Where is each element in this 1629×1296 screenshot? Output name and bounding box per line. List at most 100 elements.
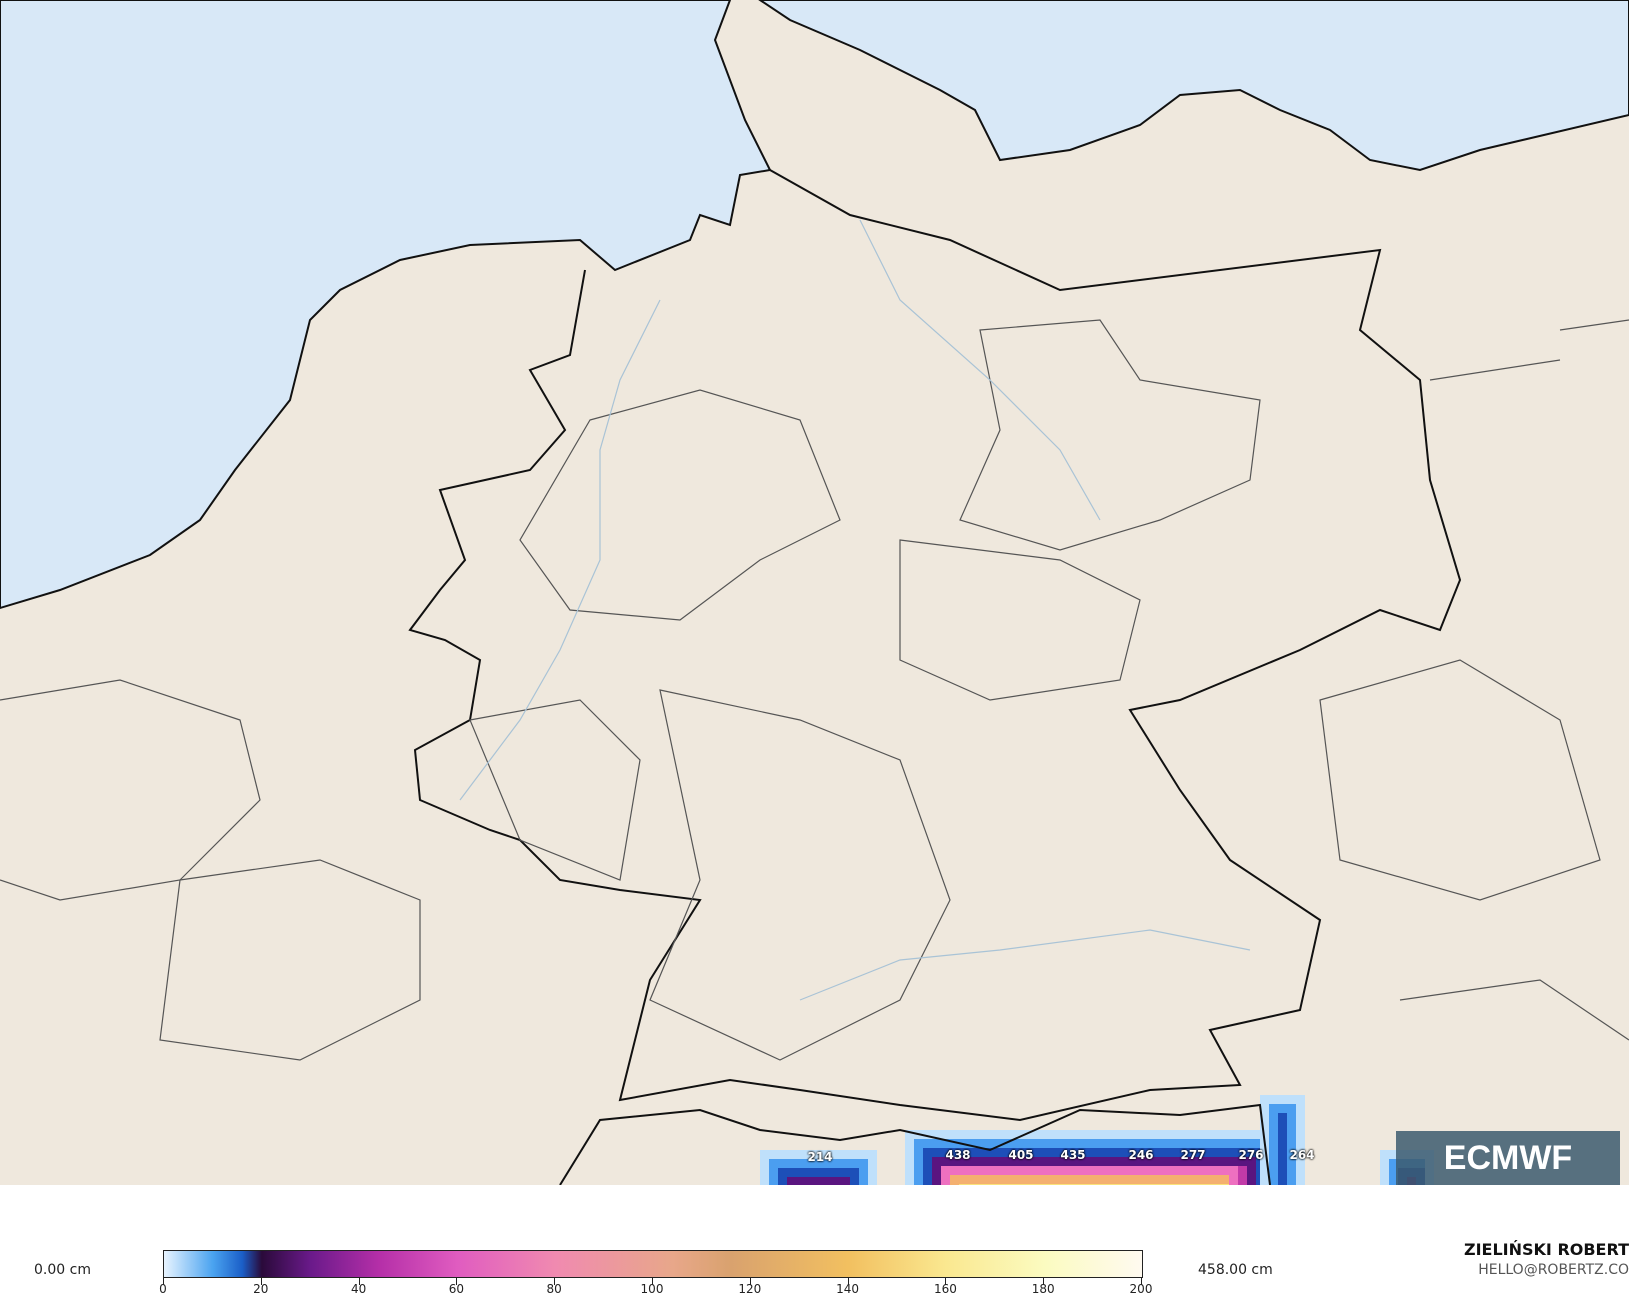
snow-cell (995, 1139, 1004, 1148)
colorbar-tick (260, 1277, 262, 1285)
snow-cell (1211, 1130, 1220, 1139)
snow-cell (1202, 1166, 1211, 1175)
snow-cell (923, 1184, 932, 1185)
map[interactable] (0, 0, 1629, 1185)
snow-cell (995, 1148, 1004, 1157)
colorbar-tick (1141, 1277, 1142, 1285)
snow-cell (1260, 1104, 1269, 1113)
snow-cell (950, 1130, 959, 1139)
snow-cell (1058, 1175, 1067, 1184)
snow-cell (868, 1177, 877, 1185)
snow-cell (778, 1159, 787, 1168)
snow-cell (1148, 1175, 1157, 1184)
snow-cell (769, 1150, 778, 1159)
snow-cell (1269, 1176, 1278, 1185)
snow-cell (1247, 1130, 1256, 1139)
snow-cell (1175, 1184, 1184, 1185)
snow-cell (950, 1184, 959, 1185)
snow-cell (1094, 1175, 1103, 1184)
snow-cell (1076, 1139, 1085, 1148)
snow-cell (932, 1130, 941, 1139)
snow-cell (1139, 1157, 1148, 1166)
snow-cell (769, 1168, 778, 1177)
snow-cell (1148, 1139, 1157, 1148)
snow-cell (1157, 1184, 1166, 1185)
snow-cell (1094, 1130, 1103, 1139)
snow-cell (760, 1159, 769, 1168)
snow-cell (995, 1130, 1004, 1139)
snow-cell (1287, 1095, 1296, 1104)
snow-cell (995, 1175, 1004, 1184)
snow-cell (1193, 1157, 1202, 1166)
snow-cell (1103, 1184, 1112, 1185)
snow-cell (1031, 1157, 1040, 1166)
snow-cell (1238, 1175, 1247, 1184)
snow-cell (1031, 1139, 1040, 1148)
snow-cell (1040, 1157, 1049, 1166)
snow-cell (1269, 1158, 1278, 1167)
snow-cell (787, 1177, 796, 1185)
author-name: ZIELIŃSKI ROBERT (1463, 1240, 1629, 1259)
snow-cell (1157, 1139, 1166, 1148)
snow-cell (1049, 1139, 1058, 1148)
snow-cell (1112, 1139, 1121, 1148)
colorbar-tick-label: 180 (1031, 1282, 1055, 1296)
snow-cell (1220, 1130, 1229, 1139)
snow-cell (1058, 1139, 1067, 1148)
snow-cell (1085, 1148, 1094, 1157)
snow-cell (1112, 1130, 1121, 1139)
snow-cell (1022, 1166, 1031, 1175)
snow-cell (1166, 1139, 1175, 1148)
snow-cell (1211, 1166, 1220, 1175)
snow-cell (1278, 1095, 1287, 1104)
snow-cell (1260, 1122, 1269, 1131)
snow-cell (1067, 1139, 1076, 1148)
snow-cell (1220, 1157, 1229, 1166)
snow-cell (1175, 1139, 1184, 1148)
snow-cell (1278, 1140, 1287, 1149)
snow-cell (1229, 1148, 1238, 1157)
snow-cell (1040, 1166, 1049, 1175)
snow-cell (1166, 1148, 1175, 1157)
snow-cell (968, 1157, 977, 1166)
snow-cell (1220, 1166, 1229, 1175)
colorbar-tick-label: 120 (738, 1282, 762, 1296)
colorbar-tick (554, 1277, 556, 1285)
snow-cell (1278, 1113, 1287, 1122)
snow-cell (1211, 1184, 1220, 1185)
snow-cell (1121, 1166, 1130, 1175)
snow-cell (1220, 1139, 1229, 1148)
snow-cell (850, 1177, 859, 1185)
snow-cell (950, 1175, 959, 1184)
snow-cell (959, 1166, 968, 1175)
snow-cell (1076, 1184, 1085, 1185)
snow-cell (914, 1148, 923, 1157)
snow-cell (1067, 1157, 1076, 1166)
snow-cell (950, 1139, 959, 1148)
snow-cell (1139, 1184, 1148, 1185)
snow-cell (941, 1130, 950, 1139)
snow-value: 405 (1008, 1148, 1034, 1162)
legend-max-label: 458.00 cm (1198, 1262, 1273, 1278)
snow-cell (1269, 1140, 1278, 1149)
snow-cell (868, 1168, 877, 1177)
snow-cell (1296, 1104, 1305, 1113)
snow-cell (1049, 1157, 1058, 1166)
snow-cell (1049, 1148, 1058, 1157)
snow-cell (805, 1168, 814, 1177)
snow-cell (1296, 1158, 1305, 1167)
snow-cell (1184, 1130, 1193, 1139)
snow-cell (959, 1175, 968, 1184)
snow-cell (1076, 1130, 1085, 1139)
snow-cell (1287, 1149, 1296, 1158)
snow-cell (1013, 1139, 1022, 1148)
snow-cell (914, 1157, 923, 1166)
snow-cell (977, 1175, 986, 1184)
snow-cell (1004, 1175, 1013, 1184)
snow-cell (1278, 1104, 1287, 1113)
snow-cell (1067, 1148, 1076, 1157)
snow-cell (1067, 1184, 1076, 1185)
snow-cell (1166, 1175, 1175, 1184)
snow-cell (1004, 1148, 1013, 1157)
snow-cell (959, 1157, 968, 1166)
